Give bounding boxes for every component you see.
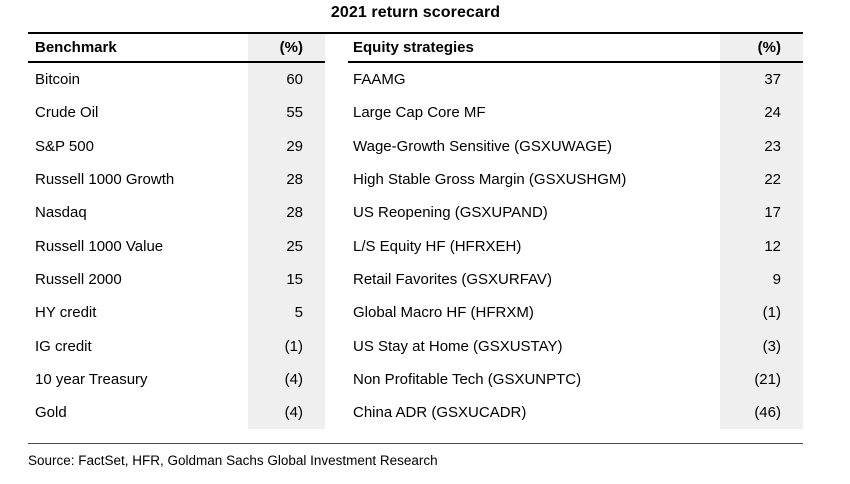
page-title: 2021 return scorecard <box>330 4 501 21</box>
row-label: HY credit <box>35 304 97 322</box>
row-label: Russell 1000 Value <box>35 237 164 255</box>
row-label: Russell 1000 Growth <box>35 171 175 189</box>
row-value: 25 <box>248 229 325 263</box>
row-label: Wage-Growth Sensitive (GSXUWAGE) <box>353 137 612 155</box>
table-row: S&P 500 29 <box>28 129 325 163</box>
equity-header-row: Equity strategies (%) <box>348 34 803 63</box>
equity-header-pct: (%) <box>720 34 803 61</box>
row-value: 9 <box>720 262 803 297</box>
table-row: L/S Equity HF (HFRXEH) 12 <box>348 229 803 263</box>
row-label: IG credit <box>35 337 92 355</box>
row-value: 23 <box>720 129 803 163</box>
benchmark-header-label: Benchmark <box>35 39 117 56</box>
table-row: Russell 1000 Value 25 <box>28 229 325 263</box>
row-label: L/S Equity HF (HFRXEH) <box>353 237 522 255</box>
row-label: Russell 2000 <box>35 270 122 288</box>
table-row: Nasdaq 28 <box>28 196 325 230</box>
row-value: 60 <box>248 63 325 97</box>
row-value: (4) <box>248 362 325 396</box>
row-label: FAAMG <box>353 71 406 89</box>
row-label: High Stable Gross Margin (GSXUSHGM) <box>353 171 627 189</box>
table-row: Bitcoin 60 <box>28 63 325 97</box>
table-row: US Stay at Home (GSXUSTAY) (3) <box>348 329 803 363</box>
row-value: 29 <box>248 129 325 163</box>
row-value: (1) <box>248 329 325 363</box>
table-row: Large Cap Core MF 24 <box>348 96 803 130</box>
table-row: IG credit (1) <box>28 329 325 363</box>
table-row: FAAMG 37 <box>348 63 803 97</box>
table-row: US Reopening (GSXUPAND) 17 <box>348 196 803 230</box>
scorecard-tables: Benchmark (%) Bitcoin 60 Crude Oil 55 S&… <box>28 32 803 430</box>
row-label: Global Macro HF (HFRXM) <box>353 304 534 322</box>
row-value: (1) <box>720 296 803 330</box>
row-label: China ADR (GSXUCADR) <box>353 404 527 422</box>
table-row: Retail Favorites (GSXURFAV) 9 <box>348 262 803 297</box>
table-row: Russell 1000 Growth 28 <box>28 162 325 197</box>
row-value: 28 <box>248 196 325 230</box>
table-row: Gold (4) <box>28 395 325 430</box>
row-label: US Reopening (GSXUPAND) <box>353 204 548 222</box>
source-note: Source: FactSet, HFR, Goldman Sachs Glob… <box>28 453 438 468</box>
row-value: 37 <box>720 63 803 97</box>
table-row: HY credit 5 <box>28 296 325 330</box>
table-row: Non Profitable Tech (GSXUNPTC) (21) <box>348 362 803 396</box>
row-label: Non Profitable Tech (GSXUNPTC) <box>353 370 582 388</box>
row-value: 55 <box>248 96 325 130</box>
row-label: Large Cap Core MF <box>353 104 486 122</box>
row-value: (21) <box>720 362 803 396</box>
row-label: Retail Favorites (GSXURFAV) <box>353 270 552 288</box>
benchmark-header-row: Benchmark (%) <box>28 34 325 63</box>
equity-header-label: Equity strategies <box>353 39 474 56</box>
footer-divider <box>28 443 803 444</box>
table-row: Russell 2000 15 <box>28 262 325 297</box>
table-row: Crude Oil 55 <box>28 96 325 130</box>
table-row: China ADR (GSXUCADR) (46) <box>348 395 803 430</box>
row-value: 24 <box>720 96 803 130</box>
row-value: 17 <box>720 196 803 230</box>
row-label: 10 year Treasury <box>35 370 148 388</box>
row-label: Nasdaq <box>35 204 87 222</box>
row-value: 12 <box>720 229 803 263</box>
table-row: Wage-Growth Sensitive (GSXUWAGE) 23 <box>348 129 803 163</box>
table-row: High Stable Gross Margin (GSXUSHGM) 22 <box>348 162 803 197</box>
table-row: Global Macro HF (HFRXM) (1) <box>348 296 803 330</box>
row-label: S&P 500 <box>35 137 94 155</box>
row-value: 15 <box>248 262 325 297</box>
row-value: (4) <box>248 395 325 430</box>
row-value: 28 <box>248 162 325 197</box>
benchmark-header-pct: (%) <box>248 34 325 61</box>
table-row: 10 year Treasury (4) <box>28 362 325 396</box>
row-label: US Stay at Home (GSXUSTAY) <box>353 337 563 355</box>
row-label: Gold <box>35 404 67 422</box>
row-value: 22 <box>720 162 803 197</box>
equity-strategies-table: Equity strategies (%) FAAMG 37 Large Cap… <box>348 34 803 430</box>
row-value: (3) <box>720 329 803 363</box>
benchmark-table: Benchmark (%) Bitcoin 60 Crude Oil 55 S&… <box>28 34 325 430</box>
row-value: (46) <box>720 395 803 430</box>
row-label: Bitcoin <box>35 71 81 89</box>
row-label: Crude Oil <box>35 104 99 122</box>
row-value: 5 <box>248 296 325 330</box>
